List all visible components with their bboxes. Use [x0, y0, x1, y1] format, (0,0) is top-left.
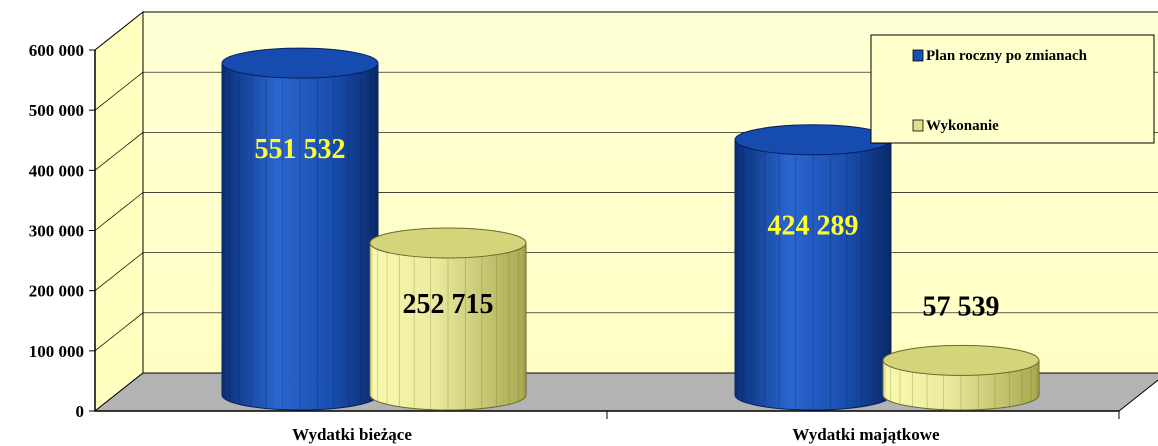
bar-top [734, 124, 892, 156]
grid-line [94, 192, 144, 231]
legend-swatch-plan [912, 49, 924, 62]
y-tick-label: 100 000 [29, 342, 84, 361]
bar-top [221, 47, 379, 79]
grid-line [94, 11, 144, 51]
legend-label-plan: Plan roczny po zmianach [926, 48, 1088, 64]
bars: 551 532 424 289 252 715 57 539 [221, 47, 1040, 411]
bar-top [369, 227, 527, 259]
bar [369, 227, 527, 411]
legend: Plan roczny po zmianach Wykonanie [870, 34, 1155, 144]
grid-line [94, 252, 144, 291]
bar [734, 124, 892, 411]
grid-line [94, 312, 144, 352]
bar-top [882, 344, 1040, 376]
y-tick-label: 0 [76, 402, 85, 421]
bar [221, 47, 379, 411]
grid-line [94, 71, 144, 111]
grid-line [94, 132, 144, 171]
y-tick-label: 400 000 [29, 161, 84, 180]
data-label: 424 289 [768, 211, 859, 242]
category-label: Wydatki majątkowe [792, 425, 940, 444]
data-label: 57 539 [923, 291, 1000, 322]
data-label: 252 715 [403, 289, 494, 320]
legend-swatch-wykonanie [912, 119, 924, 132]
y-tick-label: 200 000 [29, 282, 84, 301]
x-axis-labels: Wydatki bieżące Wydatki majątkowe [292, 425, 940, 444]
bar-body [369, 242, 527, 411]
data-label: 551 532 [255, 134, 346, 165]
category-label: Wydatki bieżące [292, 425, 412, 444]
y-axis: 0 100 000 200 000 300 000 400 000 500 000 600 … [29, 41, 95, 421]
bar [882, 344, 1040, 411]
legend-label-wykonanie: Wykonanie [926, 118, 999, 134]
y-tick-label: 600 000 [29, 41, 84, 60]
y-tick-label: 500 000 [29, 101, 84, 120]
y-tick-label: 300 000 [29, 222, 84, 241]
